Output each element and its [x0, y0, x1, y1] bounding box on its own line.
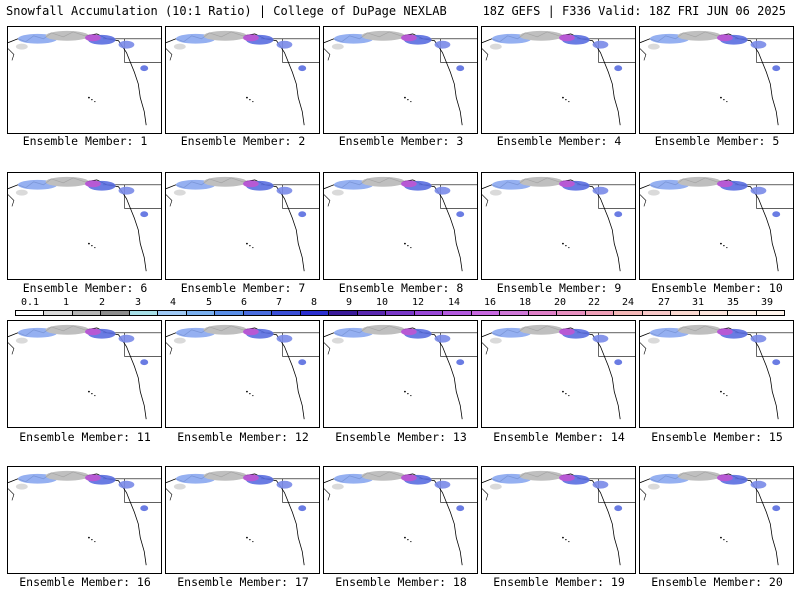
ensemble-member-11-label: Ensemble Member: 11 — [19, 430, 151, 444]
snowfall-colorbar — [15, 310, 785, 316]
colorbar-swatch — [129, 311, 159, 315]
ensemble-member-4-label: Ensemble Member: 4 — [496, 134, 622, 148]
ensemble-member-3-map — [323, 26, 478, 134]
colorbar-swatch — [756, 311, 785, 315]
colorbar-swatch — [215, 311, 244, 315]
ensemble-member-11-map — [7, 320, 162, 428]
colorbar-tick-label: 1 — [62, 297, 70, 308]
ensemble-member-16-label: Ensemble Member: 16 — [19, 575, 151, 589]
colorbar-swatch — [186, 311, 216, 315]
ensemble-member-3-label: Ensemble Member: 3 — [338, 134, 464, 148]
colorbar-tick-label: 7 — [275, 297, 283, 308]
ensemble-member-4-map — [481, 26, 636, 134]
colorbar-swatch — [386, 311, 415, 315]
ensemble-member-6-label: Ensemble Member: 6 — [22, 281, 148, 295]
ensemble-member-8-map — [323, 172, 478, 280]
ensemble-member-5-label: Ensemble Member: 5 — [654, 134, 780, 148]
colorbar-tick-label: 16 — [483, 297, 497, 308]
colorbar-swatch — [500, 311, 529, 315]
colorbar-tick-label: 3 — [134, 297, 142, 308]
colorbar-swatch — [243, 311, 273, 315]
ensemble-member-10-label: Ensemble Member: 10 — [651, 281, 783, 295]
ensemble-member-18-map — [323, 466, 478, 574]
ensemble-member-18-label: Ensemble Member: 18 — [335, 575, 467, 589]
ensemble-member-19-label: Ensemble Member: 19 — [493, 575, 625, 589]
ensemble-member-14-map — [481, 320, 636, 428]
colorbar-swatch — [585, 311, 615, 315]
ensemble-member-12-map — [165, 320, 320, 428]
colorbar-tick-label: 31 — [691, 297, 705, 308]
colorbar-swatch — [158, 311, 187, 315]
colorbar-tick-label: 5 — [205, 297, 213, 308]
colorbar-swatch — [300, 311, 330, 315]
colorbar-tick-label: 2 — [98, 297, 106, 308]
ensemble-member-9-map — [481, 172, 636, 280]
colorbar-tick-label: 10 — [375, 297, 389, 308]
colorbar-tick-label: 24 — [621, 297, 635, 308]
colorbar-tick-label: 8 — [310, 297, 318, 308]
valid-time: 18Z GEFS | F336 Valid: 18Z FRI JUN 06 20… — [482, 4, 786, 18]
ensemble-member-7-map — [165, 172, 320, 280]
colorbar-swatch — [357, 311, 387, 315]
colorbar-swatch — [557, 311, 586, 315]
ensemble-member-19-map — [481, 466, 636, 574]
colorbar-tick-label: 22 — [587, 297, 601, 308]
ensemble-member-17-label: Ensemble Member: 17 — [177, 575, 309, 589]
ensemble-member-20-map — [639, 466, 794, 574]
colorbar-swatch — [272, 311, 301, 315]
colorbar-tick-label: 6 — [240, 297, 248, 308]
colorbar-swatch — [471, 311, 501, 315]
ensemble-member-7-label: Ensemble Member: 7 — [180, 281, 306, 295]
ensemble-member-1-map — [7, 26, 162, 134]
colorbar-swatch — [443, 311, 472, 315]
colorbar-swatch — [642, 311, 672, 315]
colorbar-tick-label: 27 — [657, 297, 671, 308]
colorbar-tick-label: 14 — [447, 297, 461, 308]
map-title: Snowfall Accumulation (10:1 Ratio) | Col… — [6, 4, 447, 18]
colorbar-swatch — [614, 311, 643, 315]
colorbar-swatch — [528, 311, 558, 315]
colorbar-tick-label: 4 — [169, 297, 177, 308]
colorbar-tick-label: 12 — [411, 297, 425, 308]
ensemble-member-2-map — [165, 26, 320, 134]
ensemble-member-14-label: Ensemble Member: 14 — [493, 430, 625, 444]
ensemble-member-16-map — [7, 466, 162, 574]
ensemble-member-15-map — [639, 320, 794, 428]
colorbar-swatch — [329, 311, 358, 315]
colorbar-swatch — [699, 311, 729, 315]
ensemble-member-6-map — [7, 172, 162, 280]
ensemble-member-20-label: Ensemble Member: 20 — [651, 575, 783, 589]
colorbar-swatch — [728, 311, 757, 315]
ensemble-member-12-label: Ensemble Member: 12 — [177, 430, 309, 444]
colorbar-tick-label: 20 — [553, 297, 567, 308]
colorbar-swatch — [72, 311, 102, 315]
ensemble-member-1-label: Ensemble Member: 1 — [22, 134, 148, 148]
colorbar-swatch — [44, 311, 73, 315]
ensemble-member-2-label: Ensemble Member: 2 — [180, 134, 306, 148]
colorbar-swatch — [101, 311, 130, 315]
colorbar-swatch — [16, 311, 45, 315]
colorbar-tick-label: 9 — [345, 297, 353, 308]
ensemble-member-13-map — [323, 320, 478, 428]
colorbar-tick-label: 35 — [726, 297, 740, 308]
ensemble-member-10-map — [639, 172, 794, 280]
colorbar-swatch — [414, 311, 444, 315]
colorbar-tick-label: 18 — [518, 297, 532, 308]
ensemble-member-15-label: Ensemble Member: 15 — [651, 430, 783, 444]
colorbar-tick-label: 39 — [760, 297, 774, 308]
ensemble-member-9-label: Ensemble Member: 9 — [496, 281, 622, 295]
colorbar-tick-label: 0.1 — [20, 297, 40, 308]
ensemble-member-5-map — [639, 26, 794, 134]
ensemble-member-13-label: Ensemble Member: 13 — [335, 430, 467, 444]
ensemble-member-8-label: Ensemble Member: 8 — [338, 281, 464, 295]
colorbar-swatch — [671, 311, 700, 315]
ensemble-member-17-map — [165, 466, 320, 574]
